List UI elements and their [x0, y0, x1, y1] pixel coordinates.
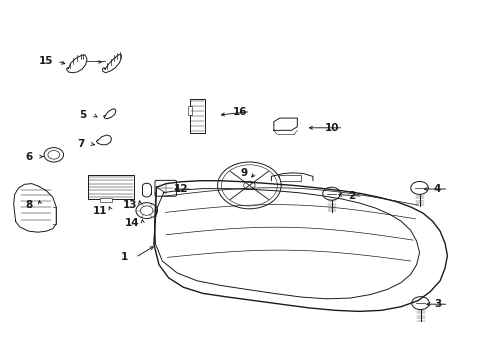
- Text: 7: 7: [77, 139, 84, 149]
- FancyBboxPatch shape: [155, 180, 176, 196]
- Circle shape: [410, 181, 427, 194]
- Bar: [88, 175, 134, 199]
- Text: 16: 16: [232, 107, 246, 117]
- Text: 2: 2: [348, 191, 355, 201]
- Circle shape: [221, 165, 277, 206]
- Text: 9: 9: [241, 168, 247, 178]
- Text: 5: 5: [80, 110, 86, 120]
- Text: 14: 14: [124, 218, 139, 228]
- Circle shape: [411, 297, 428, 310]
- Circle shape: [217, 162, 281, 209]
- Text: 13: 13: [122, 200, 137, 210]
- Circle shape: [136, 203, 157, 219]
- Text: 12: 12: [173, 184, 188, 194]
- Text: 8: 8: [26, 200, 33, 210]
- Text: 10: 10: [325, 123, 339, 133]
- Text: 4: 4: [433, 184, 441, 194]
- Circle shape: [322, 187, 340, 200]
- Text: 15: 15: [39, 56, 54, 66]
- Circle shape: [243, 181, 255, 190]
- Bar: [278, 175, 300, 181]
- Text: 6: 6: [26, 152, 33, 162]
- Circle shape: [48, 150, 60, 159]
- Circle shape: [140, 206, 153, 215]
- Bar: [100, 198, 112, 202]
- Text: 1: 1: [121, 252, 128, 262]
- Circle shape: [44, 148, 63, 162]
- Bar: [189, 99, 205, 133]
- Text: 3: 3: [433, 299, 440, 309]
- Text: 11: 11: [93, 206, 107, 216]
- Bar: [187, 106, 191, 115]
